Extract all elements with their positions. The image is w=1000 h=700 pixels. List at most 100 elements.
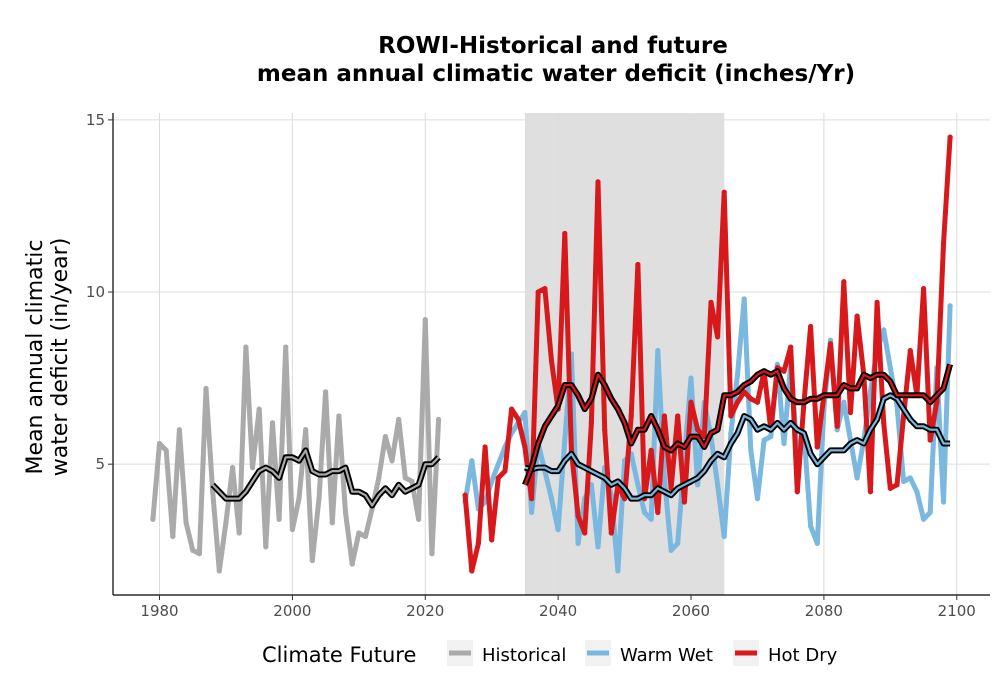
series-warm-wet-rolling-mean: [524, 392, 951, 502]
point-hot-dry-2033: [509, 406, 515, 412]
point-hot-dry-2070: [754, 399, 761, 405]
point-historical-1979: [150, 516, 156, 522]
point-warm-wet-2096: [927, 509, 933, 515]
point-historical-2002: [303, 427, 309, 433]
point-warm-wet-2057: [668, 547, 674, 553]
point-hot-dry-2051: [628, 413, 634, 419]
point-hot-dry-2058: [675, 413, 681, 419]
point-hot-dry-2054: [648, 447, 654, 453]
point-hot-dry-2031: [495, 475, 501, 481]
x-tick-label-1980: 1980: [140, 602, 178, 620]
point-hot-dry-2055: [655, 509, 661, 515]
point-historical-1985: [190, 547, 196, 553]
point-warm-wet-2064: [714, 482, 721, 488]
point-warm-wet-2092: [901, 478, 907, 484]
legend-label-hot-dry: Hot Dry: [768, 645, 838, 666]
point-warm-wet-2070: [754, 496, 761, 502]
point-hot-dry-2083: [841, 279, 847, 285]
point-hot-dry-2074: [781, 368, 787, 374]
point-historical-2019: [416, 516, 422, 522]
legend-item-hot-dry: Hot Dry: [733, 640, 838, 666]
y-tick-label-10: 10: [86, 283, 105, 301]
point-historical-1998: [276, 516, 282, 522]
point-historical-2018: [409, 478, 415, 484]
series-historical: [150, 316, 442, 574]
point-warm-wet-2054: [648, 516, 654, 522]
point-historical-1996: [263, 544, 269, 550]
point-warm-wet-2043: [575, 540, 581, 546]
point-hot-dry-2081: [827, 341, 834, 347]
series-historical-rolling-mean: [210, 447, 441, 509]
point-historical-2003: [309, 557, 315, 564]
point-hot-dry-2060: [688, 399, 694, 405]
point-hot-dry-2076: [794, 489, 800, 495]
chart-title: ROWI-Historical and future: [378, 33, 728, 59]
x-tick-label-2100: 2100: [938, 602, 976, 620]
point-hot-dry-2084: [847, 409, 854, 416]
point-warm-wet-2085: [854, 475, 860, 481]
point-hot-dry-2050: [621, 496, 628, 502]
point-warm-wet-2066: [728, 430, 734, 436]
legend-item-warm-wet: Warm Wet: [585, 640, 713, 666]
point-historical-1992: [236, 530, 242, 536]
point-hot-dry-2065: [721, 189, 727, 195]
point-hot-dry-2098: [940, 241, 947, 247]
point-warm-wet-2031: [495, 461, 501, 467]
point-hot-dry-2079: [814, 444, 820, 450]
point-warm-wet-2067: [734, 372, 741, 378]
point-warm-wet-2095: [920, 516, 927, 522]
point-warm-wet-2061: [695, 482, 701, 488]
point-hot-dry-2047: [602, 427, 608, 433]
point-hot-dry-2088: [874, 299, 880, 305]
point-hot-dry-2093: [907, 347, 913, 354]
point-historical-1999: [283, 344, 289, 350]
point-historical-1994: [249, 465, 256, 471]
point-hot-dry-2078: [808, 323, 814, 330]
point-historical-2020: [422, 316, 428, 323]
point-warm-wet-2049: [615, 568, 621, 574]
point-warm-wet-2052: [635, 482, 641, 488]
point-hot-dry-2090: [887, 485, 893, 491]
point-warm-wet-2089: [881, 327, 887, 333]
point-hot-dry-2087: [867, 489, 874, 495]
point-hot-dry-2034: [515, 416, 521, 423]
point-warm-wet-2039: [548, 496, 555, 502]
point-hot-dry-2061: [695, 427, 701, 433]
axes: [108, 113, 990, 600]
point-historical-2004: [316, 496, 322, 502]
y-tick-label-15: 15: [86, 111, 105, 129]
point-historical-1997: [269, 420, 276, 426]
legend-label-historical: Historical: [482, 645, 566, 666]
x-tick-label-2000: 2000: [273, 602, 311, 620]
point-hot-dry-2066: [728, 413, 734, 419]
point-warm-wet-2098: [940, 499, 947, 505]
point-hot-dry-2056: [661, 413, 668, 419]
point-warm-wet-2068: [741, 296, 747, 302]
point-hot-dry-2064: [714, 334, 721, 340]
point-hot-dry-2069: [748, 396, 754, 402]
tick-labels: 1980 2000 2020 2040 2060 2080 2100 5 10 15: [86, 111, 976, 620]
point-historical-2010: [356, 530, 362, 536]
point-warm-wet-2094: [914, 489, 920, 495]
point-hot-dry-2032: [502, 468, 508, 474]
point-historical-2006: [329, 520, 335, 526]
point-hot-dry-2045: [588, 420, 594, 426]
point-warm-wet-2071: [761, 437, 767, 443]
point-historical-1993: [243, 344, 249, 350]
point-historical-1990: [223, 520, 229, 526]
point-warm-wet-2078: [808, 523, 814, 529]
point-hot-dry-2029: [482, 444, 488, 450]
point-hot-dry-2035: [522, 444, 528, 450]
point-hot-dry-2063: [708, 299, 714, 305]
point-hot-dry-2038: [542, 285, 548, 292]
point-historical-2011: [362, 533, 369, 540]
point-hot-dry-2075: [788, 344, 794, 350]
chart-subtitle: mean annual climatic water deficit (inch…: [257, 61, 855, 87]
point-warm-wet-2035: [522, 409, 528, 416]
point-warm-wet-2058: [675, 540, 681, 546]
point-historical-1986: [196, 551, 202, 557]
point-historical-1983: [176, 427, 183, 433]
series-line-historical: [150, 317, 442, 574]
point-historical-1981: [163, 447, 169, 453]
legend-item-historical: Historical: [447, 640, 566, 666]
